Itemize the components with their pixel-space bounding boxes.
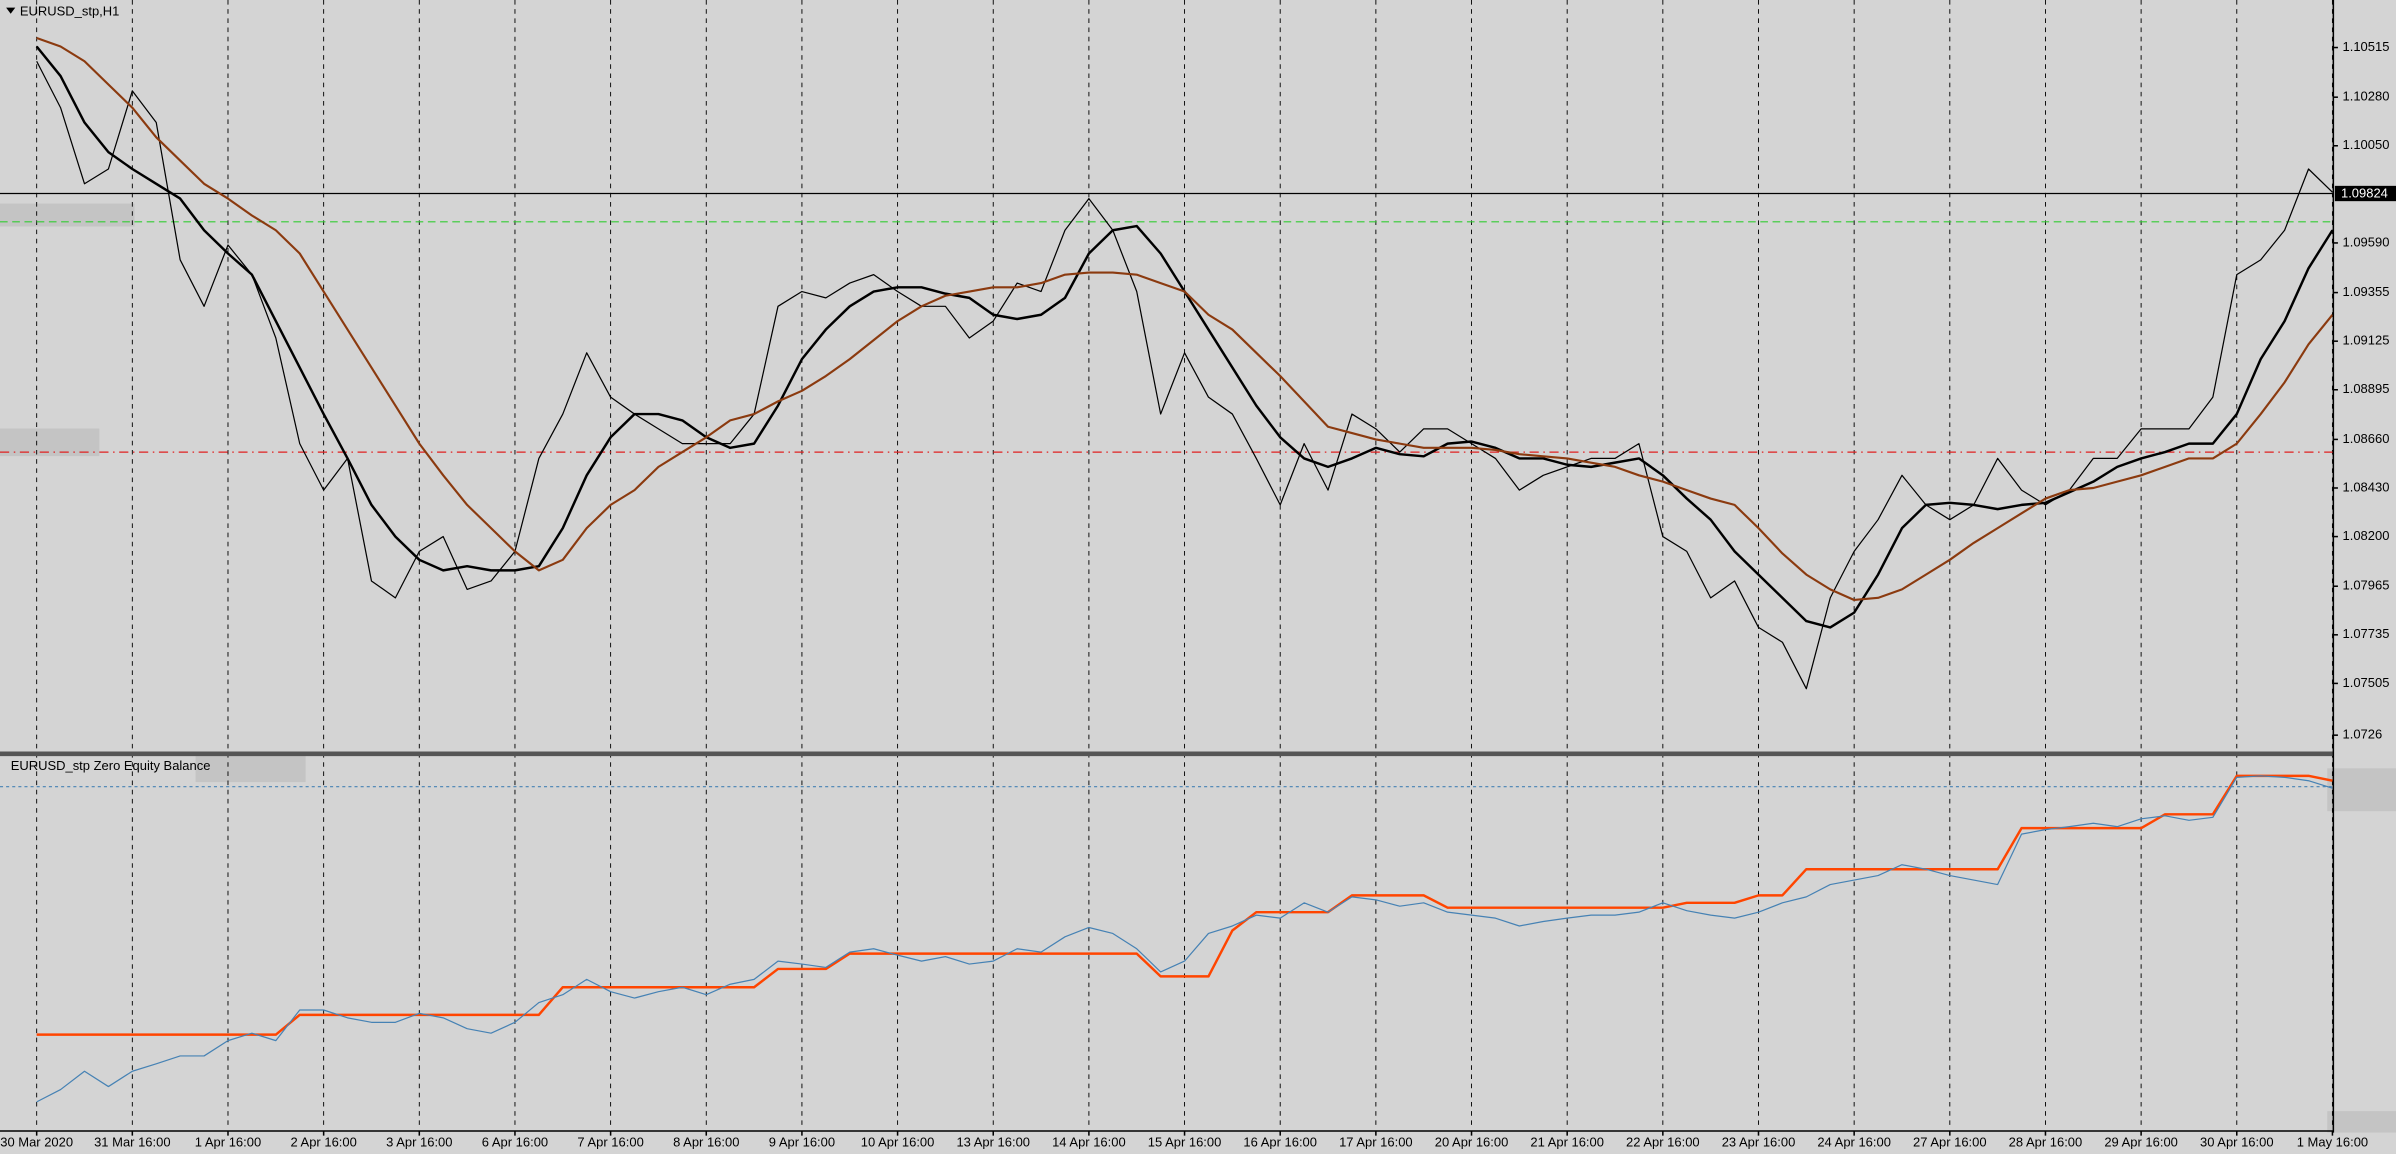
x-tick-label: 15 Apr 16:00 [1148,1135,1222,1150]
series-line [36,775,2333,1103]
current-price-box [2334,185,2396,202]
x-tick-label: 1 May 16:00 [2297,1135,2368,1150]
x-tick-label: 6 Apr 16:00 [482,1135,548,1150]
x-tick-label: 16 Apr 16:00 [1243,1135,1317,1150]
x-tick-label: 7 Apr 16:00 [577,1135,643,1150]
x-tick-label: 1 Apr 16:00 [195,1135,261,1150]
x-tick-label: 23 Apr 16:00 [1722,1135,1796,1150]
y-tick-label: 1.08895 [2343,381,2390,396]
series-line [36,60,2333,690]
x-tick-label: 22 Apr 16:00 [1626,1135,1700,1150]
x-tick-label: 29 Apr 16:00 [2104,1135,2178,1150]
chart-title: EURUSD_stp,H1 [20,4,119,19]
x-tick-label: 3 Apr 16:00 [386,1135,452,1150]
x-tick-label: 8 Apr 16:00 [673,1135,739,1150]
series-line [36,774,2333,1036]
y-tick-label: 1.07505 [2343,675,2390,690]
y-tick-label: 1.08430 [2343,479,2390,494]
x-tick-label: 2 Apr 16:00 [290,1135,356,1150]
x-tick-label: 10 Apr 16:00 [861,1135,935,1150]
y-tick-label: 1.10280 [2343,89,2390,104]
label-box [0,203,135,227]
x-tick-label: 14 Apr 16:00 [1052,1135,1126,1150]
x-tick-label: 17 Apr 16:00 [1339,1135,1413,1150]
y-tick-label: 1.07735 [2343,626,2390,641]
x-tick-label: 13 Apr 16:00 [956,1135,1030,1150]
current-price-label: 1.09824 [2341,186,2388,201]
series-line [36,37,2334,602]
x-tick-label: 9 Apr 16:00 [769,1135,835,1150]
axis-box [2327,768,2396,812]
x-tick-label: 30 Apr 16:00 [2200,1135,2274,1150]
x-tick-label: 28 Apr 16:00 [2009,1135,2083,1150]
x-tick-label: 30 Mar 2020 [0,1135,73,1150]
y-tick-label: 1.08660 [2343,431,2390,446]
label-box [195,754,306,783]
x-tick-label: 31 Mar 16:00 [94,1135,170,1150]
x-tick-label: 24 Apr 16:00 [1817,1135,1891,1150]
collapse-icon[interactable] [6,7,16,14]
x-tick-label: 20 Apr 16:00 [1435,1135,1509,1150]
indicator-title: EURUSD_stp Zero Equity Balance [11,758,211,773]
x-tick-label: 21 Apr 16:00 [1530,1135,1604,1150]
axis-box [2327,1111,2396,1133]
x-tick-label: 27 Apr 16:00 [1913,1135,1987,1150]
y-tick-label: 1.09125 [2343,333,2390,348]
y-tick-label: 1.09590 [2343,234,2390,249]
y-tick-label: 1.09355 [2343,284,2390,299]
plot-layer [0,0,2334,1130]
y-tick-label: 1.07965 [2343,578,2390,593]
y-tick-label: 1.10050 [2343,137,2390,152]
y-tick-label: 1.10515 [2343,39,2390,54]
y-tick-label: 1.08200 [2343,528,2390,543]
y-tick-label: 1.0726 [2343,727,2383,742]
